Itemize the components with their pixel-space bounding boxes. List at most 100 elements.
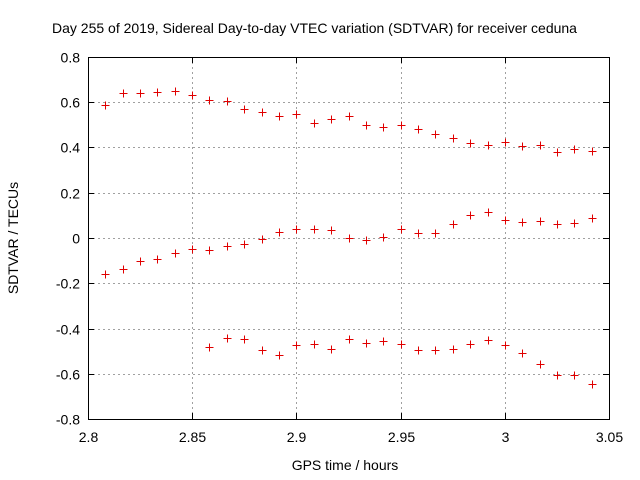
data-point [536,360,545,369]
data-point [518,142,527,151]
data-point [484,336,493,345]
data-point [240,105,249,114]
plot-frame [88,57,610,420]
y-tick-label: 0.8 [61,50,81,66]
y-tick-label: -0.6 [56,367,80,383]
data-point [258,108,267,117]
data-point [119,89,128,98]
data-point [171,249,180,258]
data-point [518,349,527,358]
y-tick-label: 0.6 [61,95,81,111]
data-point [223,97,232,106]
x-tick-label: 3 [502,429,510,445]
data-point [310,340,319,349]
data-point [449,134,458,143]
y-tick-label: 0.2 [61,186,81,202]
data-point [449,220,458,229]
data-point [362,121,371,130]
data-point [310,119,319,128]
x-tick-label: 2.85 [179,429,206,445]
data-point [327,226,336,235]
data-point [153,88,162,97]
data-point [466,211,475,220]
data-point [553,148,562,157]
series-lower [205,334,597,389]
x-tick-label: 3.05 [596,429,623,445]
data-point [588,147,597,156]
data-point [119,265,128,274]
data-point [292,225,301,234]
data-point [484,208,493,217]
y-tick-label: -0.8 [56,412,80,428]
y-axis-label: SDTVAR / TECUs [5,182,21,294]
data-point [588,214,597,223]
data-point [327,345,336,354]
data-point [292,110,301,119]
data-point [414,346,423,355]
data-point [466,340,475,349]
data-point [588,380,597,389]
series-upper [101,87,597,157]
data-point [240,240,249,249]
data-point [136,89,145,98]
x-axis-label: GPS time / hours [292,457,399,473]
data-point [362,236,371,245]
data-point [414,125,423,134]
series-middle [101,208,597,279]
data-point [570,219,579,228]
data-point [171,87,180,96]
data-point [501,341,510,350]
data-point [484,141,493,150]
data-point [431,130,440,139]
data-point [327,115,336,124]
data-point [431,346,440,355]
data-point [275,351,284,360]
tick-labels: -0.8 -0.6 -0.4 -0.2 0 0.2 0.4 0.6 0.8 2.8 2.85 2.9 2… [56,50,623,446]
data-point [240,335,249,344]
data-point [188,245,197,254]
data-point [292,341,301,350]
data-point [397,225,406,234]
data-point [188,91,197,100]
chart-title: Day 255 of 2019, Sidereal Day-to-day VTE… [52,20,577,36]
data-point [362,339,371,348]
data-point [536,141,545,150]
x-tick-label: 2.8 [79,429,99,445]
data-point [275,228,284,237]
data-point [501,138,510,147]
data-points [101,87,597,389]
y-tick-label: -0.2 [56,276,80,292]
data-point [258,346,267,355]
data-point [570,145,579,154]
data-point [379,233,388,242]
data-point [379,337,388,346]
data-point [223,242,232,251]
y-tick-label: -0.4 [56,322,80,338]
data-point [101,101,110,110]
data-point [397,340,406,349]
data-point [466,139,475,148]
data-point [449,345,458,354]
data-point [136,257,145,266]
data-point [570,371,579,380]
data-point [275,112,284,121]
y-tick-label: 0 [72,231,80,247]
data-point [258,235,267,244]
data-point [205,246,214,255]
data-point [345,112,354,121]
x-tick-label: 2.95 [388,429,415,445]
data-point [553,371,562,380]
y-tick-label: 0.4 [61,140,81,156]
x-tick-label: 2.9 [287,429,307,445]
data-point [310,225,319,234]
data-point [205,343,214,352]
data-point [553,220,562,229]
data-point [414,229,423,238]
data-point [345,234,354,243]
data-point [501,216,510,225]
data-point [536,217,545,226]
data-point [518,218,527,227]
data-point [205,96,214,105]
data-point [345,335,354,344]
